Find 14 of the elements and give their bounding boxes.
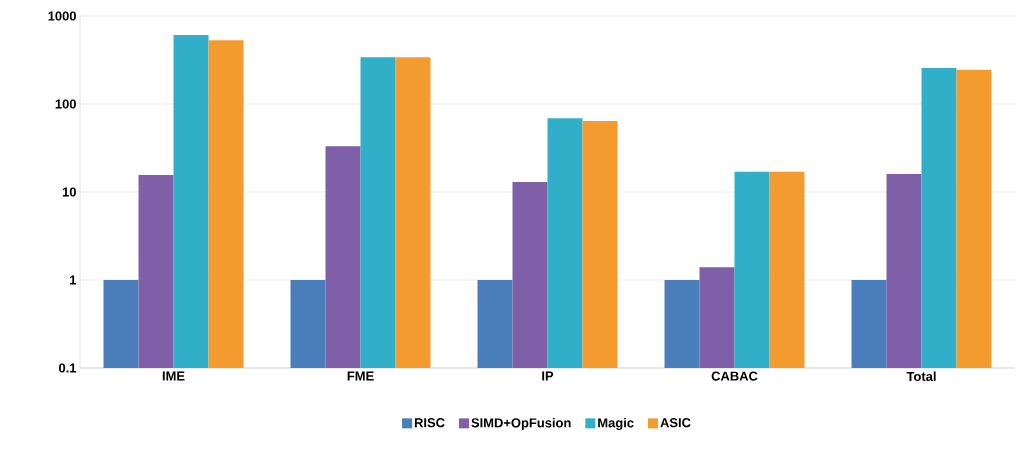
y-tick-label: 1000 <box>48 11 76 21</box>
y-tick-label: 1 <box>70 275 77 285</box>
legend-label: ASIC <box>660 418 691 428</box>
x-tick-label: CABAC <box>711 371 758 381</box>
x-tick-label: IP <box>542 371 554 381</box>
x-tick-label: FME <box>347 371 374 381</box>
legend-label: RISC <box>414 418 445 428</box>
legend-label: SIMD+OpFusion <box>471 417 571 430</box>
legend-label: Magic <box>598 417 634 431</box>
x-tick-label: Total <box>906 371 936 382</box>
y-tick-label: 0.1 <box>59 363 77 373</box>
y-tick-label: 100 <box>55 99 76 109</box>
x-tick-label: IME <box>162 371 185 381</box>
y-tick-label: 10 <box>62 187 76 197</box>
